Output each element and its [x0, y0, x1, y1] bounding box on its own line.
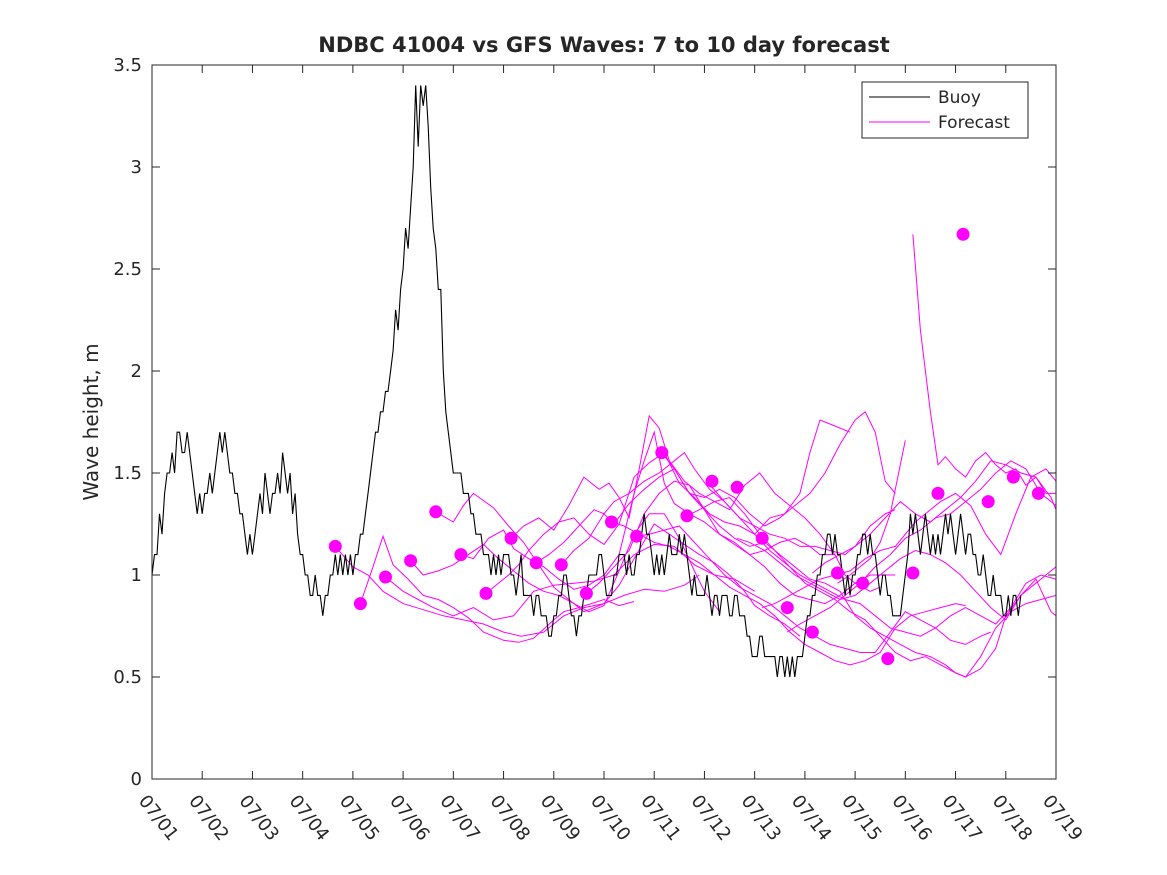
forecast-marker-20[interactable] — [805, 625, 819, 639]
plot-area — [152, 65, 1056, 779]
forecast-marker-22[interactable] — [856, 576, 870, 590]
y-tick-label-1: 0.5 — [113, 667, 142, 688]
forecast-marker-25[interactable] — [931, 486, 945, 500]
forecast-line-20 — [812, 460, 1057, 574]
y-tick-label-2: 1 — [131, 565, 142, 586]
forecast-line-21 — [837, 440, 906, 584]
forecast-line-18 — [762, 468, 1057, 609]
legend-buoy-label: Buoy — [938, 88, 981, 108]
forecast-marker-15[interactable] — [680, 509, 694, 523]
forecast-line-1 — [334, 546, 700, 637]
forecast-marker-27[interactable] — [981, 495, 995, 509]
forecast-line-15 — [686, 496, 1057, 678]
forecast-marker-18[interactable] — [755, 531, 769, 545]
forecast-marker-23[interactable] — [881, 652, 895, 666]
forecast-line-9 — [535, 411, 896, 564]
forecast-marker-26[interactable] — [956, 227, 970, 241]
forecast-marker-10[interactable] — [554, 558, 568, 572]
forecast-marker-7[interactable] — [479, 586, 493, 600]
forecast-marker-16[interactable] — [705, 474, 719, 488]
forecast-marker-5[interactable] — [429, 505, 443, 519]
legend-forecast-label: Forecast — [938, 113, 1010, 133]
forecast-marker-13[interactable] — [630, 529, 644, 543]
forecast-marker-17[interactable] — [730, 480, 744, 494]
y-tick-label-0: 0 — [131, 769, 142, 790]
forecast-marker-2[interactable] — [353, 597, 367, 611]
series-layer — [151, 85, 1057, 678]
forecast-marker-4[interactable] — [404, 554, 418, 568]
forecast-marker-3[interactable] — [379, 570, 392, 584]
chart-title: NDBC 41004 vs GFS Waves: 7 to 10 day for… — [318, 33, 889, 57]
forecast-marker-11[interactable] — [579, 586, 593, 600]
forecast-line-12 — [611, 521, 966, 666]
y-tick-label-3: 1.5 — [113, 463, 142, 484]
forecast-line-6 — [460, 430, 835, 590]
forecast-line-7 — [485, 419, 851, 594]
forecast-marker-8[interactable] — [504, 531, 518, 545]
legend[interactable]: Buoy Forecast — [861, 81, 1029, 139]
forecast-marker-28[interactable] — [1006, 470, 1020, 484]
forecast-marker-19[interactable] — [780, 601, 794, 615]
forecast-marker-6[interactable] — [454, 548, 468, 562]
forecast-marker-1[interactable] — [328, 539, 342, 553]
forecast-marker-21[interactable] — [831, 566, 844, 580]
y-tick-label-4: 2 — [131, 361, 142, 382]
forecast-marker-12[interactable] — [605, 515, 618, 529]
forecast-marker-29[interactable] — [1031, 486, 1045, 500]
y-tick-label-7: 3.5 — [113, 55, 142, 76]
forecast-line-5 — [435, 492, 801, 637]
forecast-marker-9[interactable] — [529, 556, 543, 570]
y-tick-label-6: 3 — [131, 157, 142, 178]
forecast-marker-14[interactable] — [655, 446, 669, 460]
forecast-marker-24[interactable] — [906, 566, 920, 580]
y-tick-label-5: 2.5 — [113, 259, 142, 280]
forecast-line-22 — [912, 234, 1056, 494]
y-axis-label: Wave height, m — [79, 343, 103, 500]
legend-box — [861, 81, 1029, 139]
forecast-line-19 — [787, 460, 1057, 633]
forecast-line-14 — [661, 452, 1057, 678]
forecast-line-8 — [510, 414, 881, 592]
forecast-line-16 — [711, 486, 1057, 637]
forecast-line-3 — [385, 543, 755, 621]
